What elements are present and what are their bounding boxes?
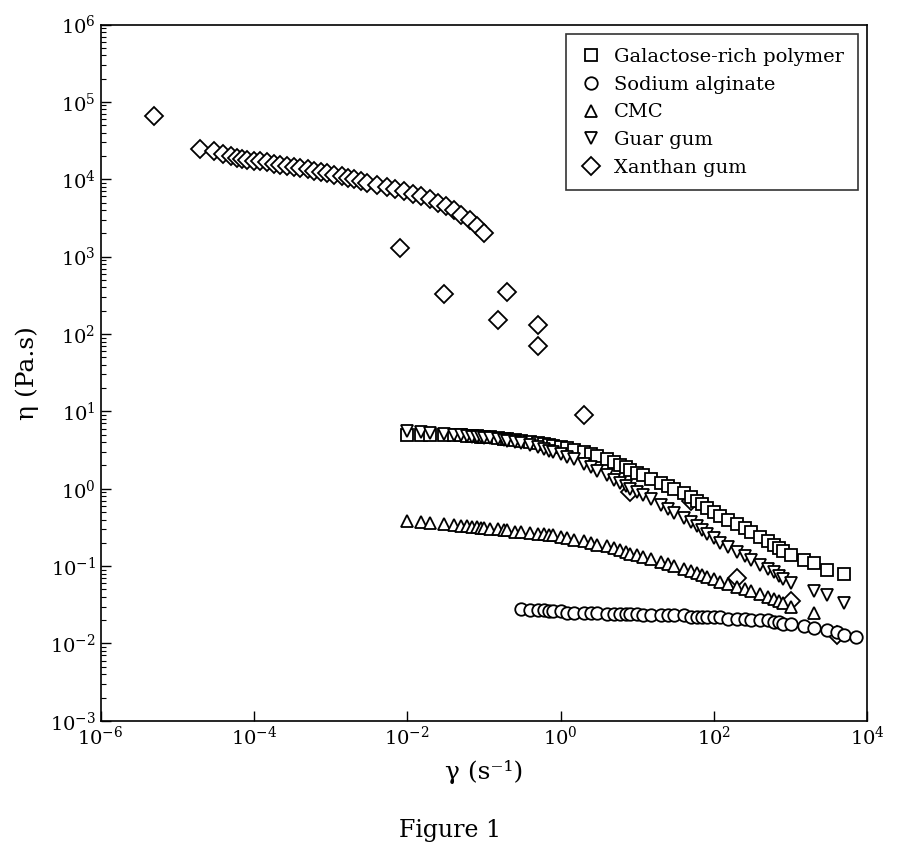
Sodium alginate bbox=[655, 610, 666, 620]
Galactose-rich polymer bbox=[402, 429, 413, 439]
Line: Sodium alginate: Sodium alginate bbox=[515, 603, 862, 643]
Sodium alginate bbox=[762, 615, 773, 626]
Sodium alginate bbox=[592, 608, 603, 618]
CMC bbox=[679, 564, 689, 574]
Y-axis label: η (Pa.s): η (Pa.s) bbox=[15, 326, 39, 420]
Xanthan gum bbox=[226, 151, 237, 162]
Text: Figure 1: Figure 1 bbox=[399, 819, 501, 842]
Sodium alginate bbox=[538, 605, 549, 615]
Guar gum bbox=[425, 428, 436, 438]
Galactose-rich polymer bbox=[479, 432, 490, 442]
Sodium alginate bbox=[850, 632, 861, 643]
Sodium alginate bbox=[679, 610, 689, 620]
Xanthan gum bbox=[832, 630, 842, 640]
Xanthan gum bbox=[316, 167, 327, 177]
Sodium alginate bbox=[615, 609, 626, 619]
Sodium alginate bbox=[786, 619, 796, 629]
Sodium alginate bbox=[822, 625, 832, 635]
Line: Galactose-rich polymer: Galactose-rich polymer bbox=[401, 428, 850, 580]
Galactose-rich polymer bbox=[509, 434, 520, 445]
Sodium alginate bbox=[586, 608, 597, 618]
Sodium alginate bbox=[769, 617, 779, 627]
Sodium alginate bbox=[638, 610, 649, 620]
Sodium alginate bbox=[832, 627, 842, 638]
Sodium alginate bbox=[532, 605, 543, 615]
Line: CMC: CMC bbox=[401, 515, 820, 619]
Line: Guar gum: Guar gum bbox=[401, 425, 850, 609]
Sodium alginate bbox=[778, 619, 788, 629]
CMC bbox=[425, 518, 436, 528]
Sodium alginate bbox=[839, 630, 850, 640]
Galactose-rich polymer bbox=[544, 439, 554, 450]
Galactose-rich polymer bbox=[662, 480, 673, 490]
Sodium alginate bbox=[525, 605, 535, 615]
Sodium alginate bbox=[662, 610, 673, 620]
Guar gum bbox=[839, 598, 850, 609]
Xanthan gum bbox=[148, 111, 159, 122]
Guar gum bbox=[462, 431, 472, 441]
CMC bbox=[669, 561, 680, 571]
Sodium alginate bbox=[569, 608, 580, 618]
Guar gum bbox=[615, 478, 626, 488]
Sodium alginate bbox=[544, 606, 554, 616]
Sodium alginate bbox=[715, 612, 725, 622]
Sodium alginate bbox=[645, 610, 656, 620]
Guar gum bbox=[509, 437, 520, 447]
Sodium alginate bbox=[625, 609, 635, 619]
Guar gum bbox=[475, 433, 486, 443]
Xanthan gum bbox=[408, 189, 418, 199]
Sodium alginate bbox=[722, 614, 733, 624]
Legend: Galactose-rich polymer, Sodium alginate, CMC, Guar gum, Xanthan gum: Galactose-rich polymer, Sodium alginate,… bbox=[566, 34, 858, 190]
Sodium alginate bbox=[692, 612, 703, 622]
Sodium alginate bbox=[579, 608, 590, 618]
Sodium alginate bbox=[562, 608, 572, 618]
Sodium alginate bbox=[548, 606, 559, 616]
Sodium alginate bbox=[609, 609, 620, 619]
Sodium alginate bbox=[515, 604, 526, 614]
Galactose-rich polymer bbox=[525, 437, 535, 447]
Sodium alginate bbox=[808, 622, 819, 632]
Sodium alginate bbox=[732, 614, 742, 624]
Sodium alginate bbox=[708, 612, 719, 622]
Galactose-rich polymer bbox=[538, 439, 549, 449]
Guar gum bbox=[402, 427, 413, 437]
Sodium alginate bbox=[701, 612, 712, 622]
Guar gum bbox=[697, 525, 707, 536]
Xanthan gum bbox=[425, 195, 436, 205]
Sodium alginate bbox=[799, 620, 810, 631]
Sodium alginate bbox=[632, 609, 643, 619]
Sodium alginate bbox=[755, 615, 766, 626]
CMC bbox=[438, 518, 449, 529]
Xanthan gum bbox=[625, 487, 635, 497]
CMC bbox=[402, 516, 413, 526]
Sodium alginate bbox=[773, 617, 784, 627]
CMC bbox=[509, 526, 520, 536]
Sodium alginate bbox=[697, 612, 707, 622]
X-axis label: γ (s⁻¹): γ (s⁻¹) bbox=[445, 760, 523, 784]
Sodium alginate bbox=[601, 609, 612, 619]
Sodium alginate bbox=[686, 612, 697, 622]
Sodium alginate bbox=[620, 609, 631, 619]
CMC bbox=[808, 608, 819, 618]
Line: Xanthan gum: Xanthan gum bbox=[148, 110, 843, 641]
Galactose-rich polymer bbox=[839, 569, 850, 579]
CMC bbox=[569, 535, 580, 545]
Sodium alginate bbox=[669, 610, 680, 620]
Sodium alginate bbox=[555, 606, 566, 616]
Sodium alginate bbox=[745, 615, 756, 626]
Sodium alginate bbox=[739, 614, 750, 624]
Xanthan gum bbox=[356, 176, 366, 186]
